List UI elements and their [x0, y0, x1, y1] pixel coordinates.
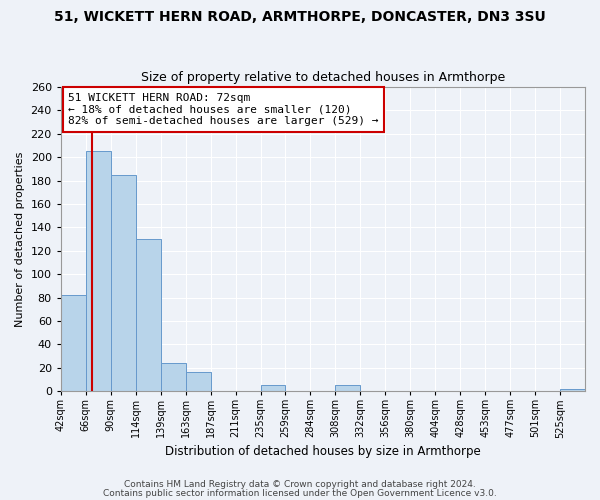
Bar — [136, 239, 161, 391]
Bar — [560, 389, 585, 391]
Bar — [161, 363, 185, 391]
Text: 51, WICKETT HERN ROAD, ARMTHORPE, DONCASTER, DN3 3SU: 51, WICKETT HERN ROAD, ARMTHORPE, DONCAS… — [54, 10, 546, 24]
X-axis label: Distribution of detached houses by size in Armthorpe: Distribution of detached houses by size … — [165, 444, 481, 458]
Bar — [86, 152, 111, 391]
Text: Contains public sector information licensed under the Open Government Licence v3: Contains public sector information licen… — [103, 490, 497, 498]
Y-axis label: Number of detached properties: Number of detached properties — [15, 152, 25, 327]
Bar — [335, 386, 361, 391]
Bar — [111, 175, 136, 391]
Bar — [260, 386, 286, 391]
Title: Size of property relative to detached houses in Armthorpe: Size of property relative to detached ho… — [141, 72, 505, 85]
Text: 51 WICKETT HERN ROAD: 72sqm
← 18% of detached houses are smaller (120)
82% of se: 51 WICKETT HERN ROAD: 72sqm ← 18% of det… — [68, 93, 379, 126]
Text: Contains HM Land Registry data © Crown copyright and database right 2024.: Contains HM Land Registry data © Crown c… — [124, 480, 476, 489]
Bar — [61, 295, 86, 391]
Bar — [185, 372, 211, 391]
